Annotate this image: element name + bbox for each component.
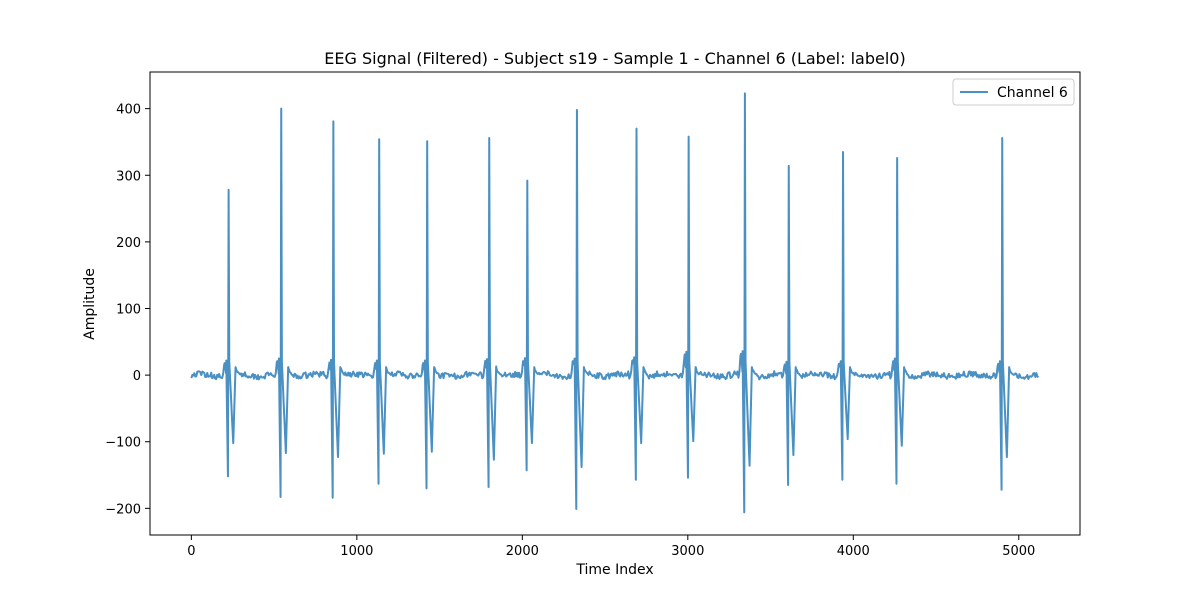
y-axis-label: Amplitude — [82, 268, 98, 340]
axes-frame — [149, 71, 1081, 536]
x-tick-label: 5000 — [1002, 544, 1035, 559]
y-tick-label: −100 — [105, 436, 141, 451]
x-tick-label: 3000 — [671, 544, 704, 559]
x-tick-label: 1000 — [340, 544, 373, 559]
y-tick-label: 300 — [116, 169, 141, 184]
y-axis: −200 −100 0 100 200 300 400 — [105, 103, 150, 517]
plot-area — [149, 71, 1081, 536]
x-axis: 0 1000 2000 3000 4000 5000 — [187, 535, 1035, 559]
legend-label-channel-6: Channel 6 — [997, 85, 1068, 101]
axes-background — [150, 72, 1080, 535]
y-tick-label: 200 — [116, 236, 141, 251]
y-tick-label: 100 — [116, 302, 141, 317]
y-tick-label: 0 — [133, 369, 141, 384]
x-axis-label: Time Index — [575, 562, 653, 578]
legend: Channel 6 — [952, 78, 1075, 106]
y-tick-label: −200 — [105, 502, 141, 517]
x-tick-label: 0 — [187, 544, 195, 559]
chart-title: EEG Signal (Filtered) - Subject s19 - Sa… — [324, 49, 905, 68]
x-tick-label: 4000 — [837, 544, 870, 559]
y-tick-label: 400 — [116, 103, 141, 118]
legend-box — [952, 78, 1075, 106]
series-line-channel-6 — [190, 92, 1040, 514]
x-tick-label: 2000 — [506, 544, 539, 559]
